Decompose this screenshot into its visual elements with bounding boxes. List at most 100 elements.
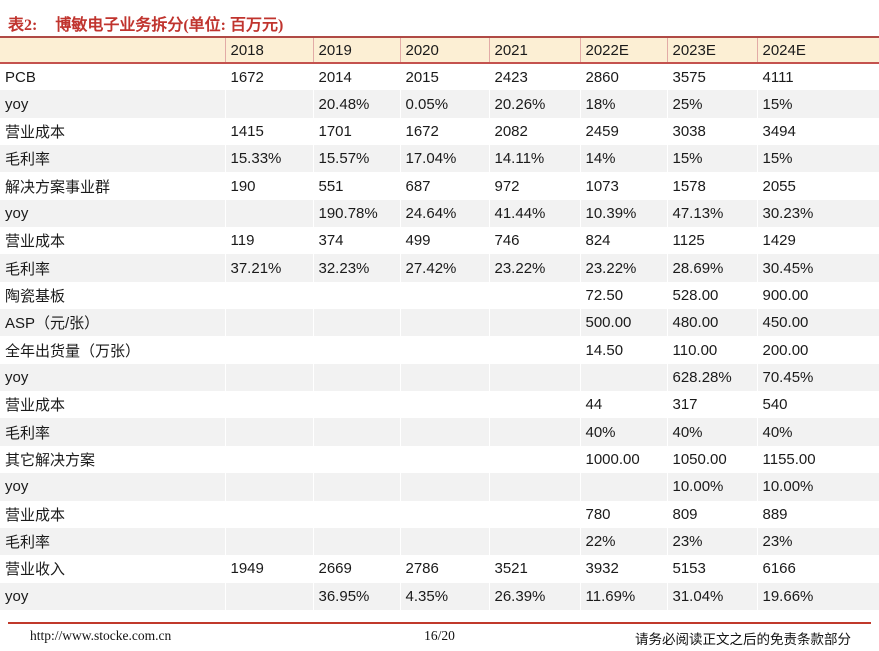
row-label: 营业成本	[5, 506, 66, 524]
cell-value	[488, 336, 580, 364]
cell-value: 30.45%	[756, 254, 879, 282]
cell-value: 1701	[312, 117, 400, 146]
row-label: yoy	[5, 587, 29, 605]
page-footer: http://www.stocke.com.cn 16/20 请务必阅读正文之后…	[0, 628, 879, 648]
cell-value: 27.42%	[399, 254, 489, 282]
cell-value: 15.33%	[224, 145, 313, 173]
cell-value	[488, 418, 580, 446]
cell-value	[224, 199, 313, 228]
row-label: 解决方案事业群	[5, 178, 111, 196]
cell-value	[312, 418, 400, 446]
cell-value: 972	[488, 172, 580, 200]
cell-value: 3932	[579, 555, 667, 583]
cell-value	[488, 500, 580, 528]
cell-value	[399, 336, 489, 364]
cell-value: 28.69%	[666, 254, 757, 282]
row-label: ASP（元/张）	[5, 315, 100, 333]
header-year: 2021	[488, 37, 580, 63]
page-number: 16/20	[424, 628, 455, 643]
company-url: http://www.stocke.com.cn	[30, 628, 172, 643]
cell-value: 15%	[666, 145, 757, 173]
disclaimer-text: 请务必阅读正文之后的免责条款部分	[635, 632, 851, 647]
cell-value	[399, 445, 489, 474]
cell-value: 2082	[488, 117, 580, 146]
cell-value: 500.00	[579, 309, 667, 337]
cell-value	[399, 527, 489, 556]
row-label: yoy	[5, 368, 29, 386]
row-label: yoy	[5, 95, 29, 113]
table-row: 全年出货量（万张） 14.50 110.00 200.00	[0, 336, 879, 364]
cell-value	[399, 418, 489, 446]
cell-value	[488, 473, 580, 501]
cell-value	[224, 582, 313, 610]
table-row: PCB 1672 2014 2015 2423 2860 3575 4111	[0, 63, 879, 91]
header-year: 2020	[399, 37, 489, 63]
row-label: 营业收入	[5, 561, 66, 579]
table-row: 营业成本 44 317 540	[0, 391, 879, 419]
cell-value: 746	[488, 227, 580, 255]
table-row: ASP（元/张） 500.00 480.00 450.00	[0, 309, 879, 337]
cell-value: 1415	[224, 117, 313, 146]
cell-value	[312, 391, 400, 419]
row-label: yoy	[5, 478, 29, 496]
cell-value: 1125	[666, 227, 757, 255]
cell-value: 4.35%	[399, 582, 489, 610]
row-label: PCB	[5, 68, 36, 86]
cell-value: 5153	[666, 555, 757, 583]
table-header-row: 2018 2019 2020 2021 2022E 2023E 2024E	[0, 37, 879, 63]
cell-value: 11.69%	[579, 582, 667, 610]
table-row: 陶瓷基板 72.50 528.00 900.00	[0, 281, 879, 310]
cell-value: 687	[399, 172, 489, 200]
cell-value: 10.00%	[666, 473, 757, 501]
cell-value	[399, 281, 489, 310]
cell-value	[224, 473, 313, 501]
cell-value	[488, 281, 580, 310]
cell-value: 40%	[666, 418, 757, 446]
table-row: 毛利率 22% 23% 23%	[0, 527, 879, 556]
cell-value: 2669	[312, 555, 400, 583]
cell-value	[312, 336, 400, 364]
cell-value	[312, 527, 400, 556]
cell-value: 1949	[224, 555, 313, 583]
cell-value: 10.00%	[756, 473, 879, 501]
cell-value	[579, 473, 667, 501]
row-label: 毛利率	[5, 260, 51, 278]
row-label: 陶瓷基板	[5, 287, 66, 305]
row-label: 毛利率	[5, 151, 51, 169]
cell-value	[488, 363, 580, 392]
table-title: 表2: 博敏电子业务拆分(单位: 百万元)	[8, 11, 283, 35]
cell-value	[224, 309, 313, 337]
business-breakdown-table: 2018 2019 2020 2021 2022E 2023E 2024E PC…	[0, 36, 879, 610]
row-label: yoy	[5, 204, 29, 222]
cell-value: 889	[756, 500, 879, 528]
cell-value: 1155.00	[756, 445, 879, 474]
cell-value: 20.48%	[312, 90, 400, 118]
table-row: 其它解决方案 1000.00 1050.00 1155.00	[0, 445, 879, 474]
cell-value: 2014	[312, 63, 400, 91]
table-row: yoy 10.00% 10.00%	[0, 473, 879, 501]
row-label: 全年出货量（万张）	[5, 342, 141, 360]
cell-value: 17.04%	[399, 145, 489, 173]
table-row: 营业成本 1415 1701 1672 2082 2459 3038 3494	[0, 117, 879, 146]
cell-value: 1672	[399, 117, 489, 146]
cell-value: 190	[224, 172, 313, 200]
cell-value: 23.22%	[579, 254, 667, 282]
table-row: 营业成本 119 374 499 746 824 1125 1429	[0, 227, 879, 255]
cell-value: 1578	[666, 172, 757, 200]
cell-value	[224, 281, 313, 310]
cell-value	[224, 336, 313, 364]
cell-value	[312, 473, 400, 501]
cell-value: 200.00	[756, 336, 879, 364]
cell-value: 2860	[579, 63, 667, 91]
cell-value	[224, 500, 313, 528]
cell-value: 900.00	[756, 281, 879, 310]
cell-value: 4111	[756, 63, 879, 91]
cell-value: 540	[756, 391, 879, 419]
cell-value: 628.28%	[666, 363, 757, 392]
cell-value: 3038	[666, 117, 757, 146]
cell-value: 317	[666, 391, 757, 419]
cell-value	[399, 473, 489, 501]
cell-value	[312, 363, 400, 392]
cell-value	[224, 445, 313, 474]
